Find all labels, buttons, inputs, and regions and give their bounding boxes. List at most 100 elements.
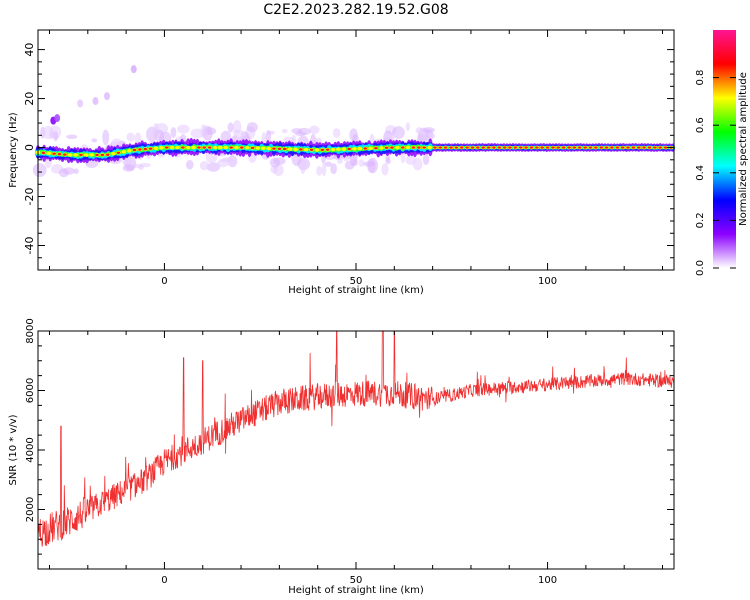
- spectrogram-core: [363, 147, 367, 150]
- spectrogram-core: [314, 148, 320, 152]
- spectrogram-core: [89, 153, 95, 157]
- spectrogram-core: [394, 145, 400, 150]
- spectrogram-core: [121, 150, 127, 154]
- spectrogram-haze: [337, 158, 343, 164]
- snr-x-axis-label: Height of straight line (km): [288, 585, 424, 596]
- spectrogram-haze: [297, 127, 311, 135]
- spectrogram-haze: [344, 160, 355, 170]
- spectrogram-haze: [218, 158, 231, 163]
- spectrogram-core: [368, 146, 373, 151]
- spectrogram-blob: [77, 99, 84, 108]
- spectrogram-core: [175, 145, 180, 150]
- spectrogram-core: [535, 146, 539, 149]
- spectrogram-core: [138, 148, 142, 151]
- spectrogram-haze: [324, 161, 332, 167]
- spectrogram-core: [663, 146, 668, 149]
- snr-x-tick-label: 100: [538, 575, 557, 586]
- spectrogram-haze: [73, 168, 79, 174]
- spectrogram-core: [524, 146, 528, 149]
- spectrogram-x-tick-label: 0: [161, 276, 167, 287]
- spectrogram-core: [325, 148, 330, 151]
- spectrogram-haze: [367, 157, 379, 174]
- spectrogram-core: [73, 153, 78, 157]
- spectrogram-core: [181, 146, 185, 149]
- spectrogram-haze: [170, 127, 177, 138]
- spectrogram-core: [110, 151, 116, 156]
- spectrogram-core: [158, 145, 164, 150]
- spectrogram-core: [433, 146, 437, 149]
- spectrogram-core: [417, 146, 421, 149]
- spectrogram-core: [95, 153, 99, 157]
- spectrogram-core: [502, 146, 507, 149]
- spectrogram-core: [293, 147, 298, 152]
- spectrogram-core: [212, 145, 218, 150]
- spectrogram-core: [508, 146, 512, 149]
- spectrogram-haze: [202, 125, 208, 141]
- spectrogram-haze: [369, 133, 375, 145]
- spectrogram-haze: [281, 128, 288, 134]
- spectrogram-core: [126, 149, 132, 153]
- spectrogram-haze: [49, 131, 54, 139]
- spectrogram-core: [594, 146, 598, 149]
- spectrogram-haze: [332, 128, 341, 138]
- spectrogram-core: [374, 146, 378, 150]
- spectrogram-haze: [232, 129, 245, 136]
- spectrogram-core: [143, 147, 148, 151]
- spectrogram-y-tick-label: 40: [23, 43, 36, 57]
- snr-panel: 0 50 100 2000 4000 6000 8000 Height of straigh…: [8, 318, 675, 596]
- spectrogram-haze: [381, 163, 389, 176]
- spectrogram-core: [320, 148, 325, 152]
- spectrogram-core: [191, 145, 196, 150]
- spectrogram-core: [207, 146, 212, 149]
- spectrogram-marks: [32, 30, 676, 270]
- spectrogram-core: [260, 146, 266, 151]
- spectrogram-core: [352, 147, 357, 151]
- spectrogram-blob: [130, 65, 137, 74]
- spectrogram-core: [459, 146, 464, 149]
- spectrogram-core: [572, 146, 577, 149]
- spectrogram-core: [583, 146, 587, 149]
- colorbar-tick-label: 0.8: [695, 70, 706, 86]
- spectrogram-y-tick-label: 0: [23, 144, 36, 151]
- colorbar-label: Normalized spectral amplitude: [738, 72, 749, 226]
- spectrogram-haze: [190, 128, 205, 139]
- spectrogram-core: [63, 153, 67, 156]
- spectrogram-core: [551, 146, 555, 149]
- spectrogram-haze: [392, 126, 405, 139]
- spectrogram-haze: [405, 122, 411, 132]
- spectrogram-core: [518, 146, 523, 149]
- spectrogram-core: [132, 148, 137, 152]
- spectrogram-haze: [199, 161, 210, 171]
- spectrogram-blob: [92, 97, 99, 106]
- spectrogram-y-tick-label: 20: [23, 92, 36, 106]
- snr-marks: [37, 330, 675, 569]
- spectrogram-haze: [422, 154, 430, 166]
- spectrogram-core: [577, 146, 582, 149]
- spectrogram-haze: [138, 164, 144, 171]
- spectrogram-haze: [126, 132, 135, 142]
- spectrogram-haze: [385, 157, 391, 165]
- spectrogram-core: [636, 146, 641, 149]
- spectrogram-core: [185, 145, 191, 150]
- spectrogram-core: [67, 153, 73, 157]
- spectrogram-core: [631, 146, 636, 149]
- colorbar-tick-label: 0.0: [695, 260, 706, 276]
- spectrogram-axes: 0 50 100 -40 -20 0 20 40: [23, 29, 675, 287]
- spectrogram-core: [486, 146, 491, 149]
- spectrogram-haze: [270, 165, 278, 174]
- spectrogram-core: [422, 146, 426, 149]
- spectrogram-haze: [422, 127, 435, 134]
- spectrogram-core: [169, 145, 175, 150]
- spectrogram-haze: [152, 122, 159, 139]
- spectrogram-core: [116, 151, 121, 154]
- colorbar-tick-label: 0.4: [695, 165, 706, 181]
- spectrogram-haze: [321, 162, 327, 177]
- spectrogram-core: [378, 146, 384, 150]
- spectrogram-core: [287, 147, 293, 151]
- spectrogram-core: [277, 147, 282, 150]
- spectrogram-core: [384, 146, 389, 149]
- spectrogram-core: [390, 146, 394, 149]
- spectrogram-haze: [122, 164, 135, 172]
- spectrogram-core: [604, 146, 609, 149]
- spectrogram-haze: [176, 124, 190, 134]
